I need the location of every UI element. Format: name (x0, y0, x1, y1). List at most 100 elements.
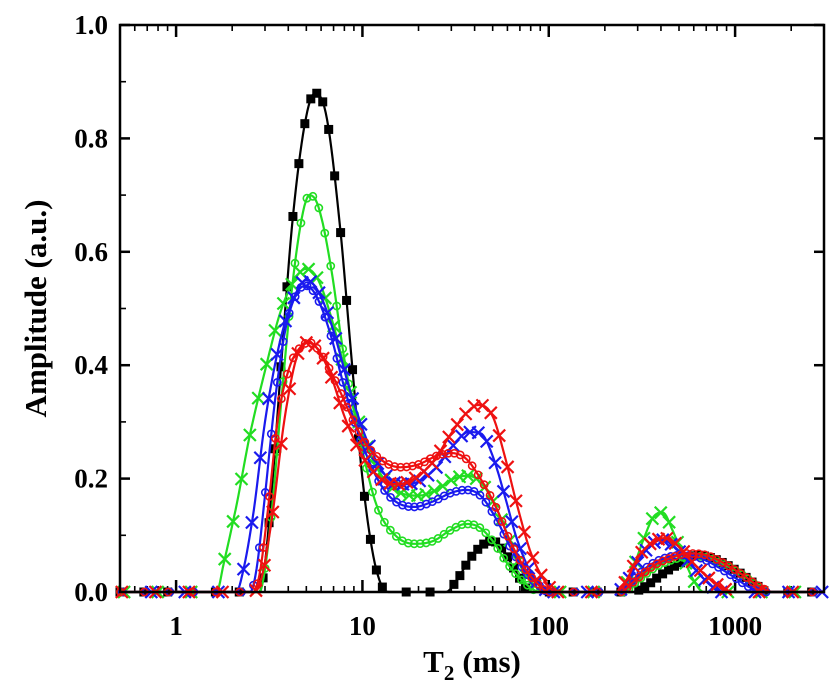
data-point (288, 353, 298, 363)
data-point (421, 538, 431, 548)
data-point (731, 574, 741, 584)
y-tick-label: 0.6 (74, 237, 108, 267)
data-point (300, 119, 310, 129)
data-point (724, 561, 733, 571)
data-point (308, 191, 318, 201)
data-point (676, 550, 686, 559)
data-point (293, 265, 307, 279)
labels: 0.0 0.2 0.4 0.6 0.8 1.0 1 10 100 1000 T2 (ms) Amplit… (18, 10, 762, 685)
data-point (288, 211, 298, 221)
data-point (251, 391, 266, 405)
data-point (688, 549, 698, 558)
x-axis-title: T2 (ms) (423, 644, 521, 685)
series-green-circles (117, 191, 824, 597)
data-point (366, 445, 376, 455)
data-point (282, 282, 292, 292)
data-point (308, 286, 318, 296)
data-point (461, 560, 471, 570)
data-point (285, 277, 299, 292)
data-point (332, 353, 342, 363)
data-point (391, 531, 401, 541)
data-point (479, 480, 489, 490)
data-point (467, 461, 477, 471)
data-point (656, 533, 670, 547)
data-point (402, 462, 411, 472)
data-point (386, 492, 395, 502)
data-point (500, 460, 515, 474)
plot-frame (118, 23, 826, 594)
data-point (491, 537, 501, 547)
data-point (737, 578, 747, 588)
data-point (664, 565, 674, 575)
data-point (463, 519, 473, 529)
data-point (403, 538, 413, 548)
data-point (360, 437, 370, 447)
data-point (702, 571, 716, 585)
data-point (682, 549, 692, 558)
data-point (433, 534, 443, 543)
data-point (687, 574, 702, 589)
data-point (324, 363, 334, 373)
data-point (645, 511, 660, 526)
series-line (120, 284, 824, 594)
data-point (276, 362, 286, 372)
x-axis-title-sub: 2 (444, 661, 455, 685)
data-point (374, 505, 383, 515)
data-point (226, 514, 240, 529)
data-point (404, 502, 413, 511)
data-point (312, 285, 326, 300)
data-point (243, 428, 257, 442)
data-point (443, 448, 453, 458)
data-point (626, 559, 641, 573)
data-point (730, 565, 739, 574)
data-point (276, 394, 286, 404)
data-point (264, 518, 274, 528)
data-point (509, 494, 523, 508)
data-point (454, 429, 469, 443)
data-point (318, 352, 328, 362)
data-point (525, 550, 540, 565)
data-point (276, 296, 291, 311)
data-point (259, 357, 274, 371)
data-point (320, 305, 335, 320)
data-point (442, 430, 456, 444)
data-point (640, 582, 650, 592)
data-point (342, 402, 352, 412)
data-point (358, 453, 372, 468)
data-point (511, 569, 520, 579)
data-point (497, 517, 507, 526)
data-point (431, 451, 441, 461)
data-point (409, 539, 419, 549)
data-point (742, 573, 751, 582)
x-axis-title-main: T (423, 644, 444, 679)
data-point (481, 497, 491, 507)
data-point (675, 558, 685, 568)
y-tick-label: 0.8 (74, 123, 108, 153)
data-point (368, 487, 377, 497)
data-point (455, 571, 465, 581)
series-line (120, 91, 824, 594)
data-point (326, 331, 336, 341)
data-point (314, 297, 324, 306)
data-point (488, 455, 502, 470)
data-point (527, 573, 537, 583)
data-point (217, 552, 232, 566)
data-point (324, 124, 334, 134)
data-point (449, 579, 459, 589)
data-point (302, 281, 312, 291)
data-point (634, 572, 644, 582)
x-tick-label: 100 (529, 611, 570, 641)
data-point (457, 520, 467, 530)
data-point (449, 448, 459, 458)
data-point (371, 565, 381, 575)
data-point (294, 344, 304, 354)
data-point (487, 535, 497, 545)
data-point (457, 485, 467, 495)
data-point (312, 343, 322, 353)
axes (120, 23, 824, 594)
data-point (294, 159, 304, 169)
data-point (435, 479, 450, 493)
data-point (359, 491, 369, 501)
data-point (485, 536, 495, 546)
data-point (463, 485, 473, 495)
